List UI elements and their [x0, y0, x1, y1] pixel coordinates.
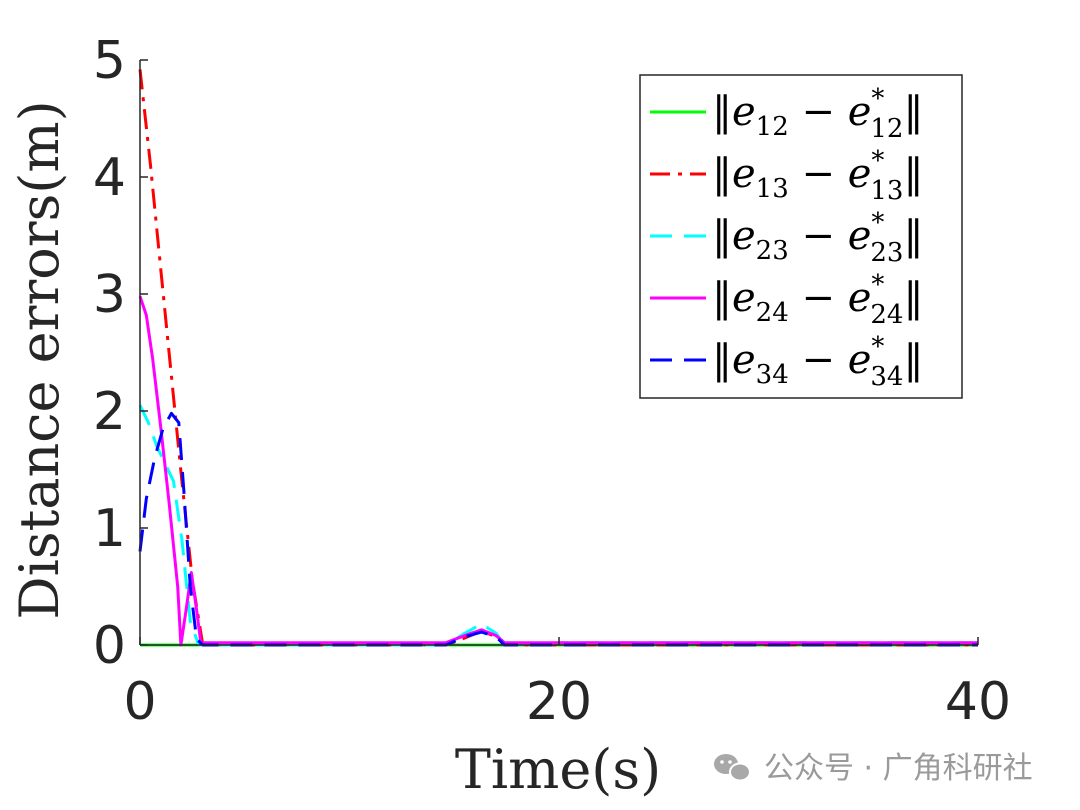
x-tick-label: 40	[945, 672, 1011, 732]
legend-entry-23: ‖e23 − e* 23‖	[712, 208, 923, 268]
y-tick-label: 4	[93, 148, 126, 208]
x-axis-title: Time(s)	[455, 738, 661, 801]
legend: ‖e12 − e* 12‖‖e13 − e* 13‖‖e23 − e* 23‖‖e24…	[639, 74, 963, 399]
watermark-text: 公众号 · 广角科研社	[764, 751, 1033, 786]
x-tick-label: 0	[123, 672, 156, 732]
x-tick-label: 20	[526, 672, 592, 732]
y-axis-title: Distance errors(m)	[8, 100, 71, 619]
y-tick-label: 3	[93, 265, 126, 325]
y-tick-label: 1	[93, 499, 126, 559]
y-tick-label: 2	[93, 382, 126, 442]
wechat-icon	[714, 754, 751, 782]
ticks: 0 20 40 0 1 2 3 4 5	[93, 31, 1011, 732]
y-tick-label: 5	[93, 31, 126, 91]
y-tick-label: 0	[93, 616, 126, 676]
watermark: 公众号 · 广角科研社	[714, 751, 1033, 786]
